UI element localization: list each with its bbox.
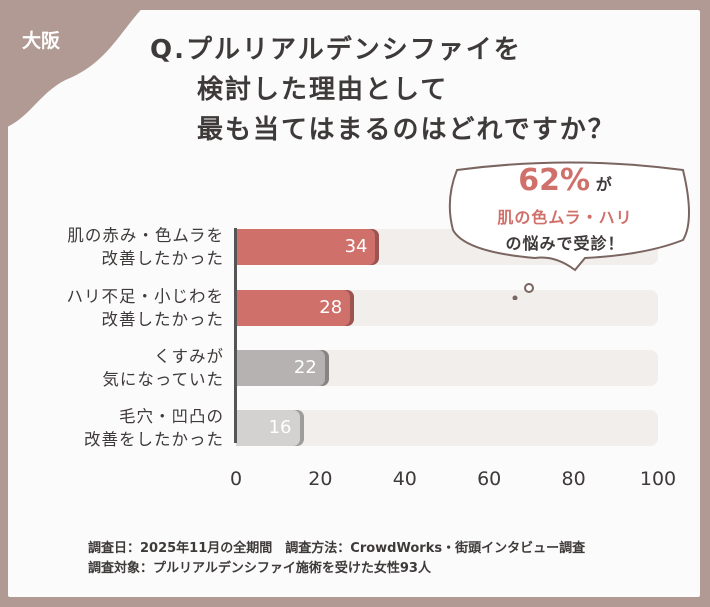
category-label-line: ハリ不足・小じわを [66,287,224,306]
region-badge-shape [0,0,150,130]
callout-suffix: が [595,175,612,194]
callout-line-1: 62% が [445,163,685,198]
category-label: ハリ不足・小じわを改善したかった [20,285,224,331]
category-label-line: 改善したかった [101,249,224,268]
x-tick-label: 20 [308,468,333,490]
bar-value-label: 16 [268,417,292,438]
x-tick-label: 100 [639,468,677,490]
category-label: くすみが気になっていた [20,345,224,391]
bar-value-label: 34 [344,236,368,257]
footer-line-2: 調査対象：プルリアルデンシファイ施術を受けた女性93人 [88,561,431,576]
category-label: 肌の赤み・色ムラを改善したかった [20,224,224,270]
question-title: Q.プルリアルデンシファイを 検討した理由として 最も当てはまるのはどれですか？ [150,30,616,150]
x-tick-label: 80 [561,468,586,490]
x-tick-label: 0 [229,468,243,490]
footer-line-1: 調査日：2025年11月の全期間 調査方法：CrowdWorks・街頭インタビュ… [88,541,586,556]
region-badge: 大阪 [22,30,61,52]
bar-track [236,410,658,446]
bar [236,290,355,326]
bar [236,229,380,265]
category-label: 毛穴・凹凸の改善をしたかった [20,405,224,451]
category-label-line: 毛穴・凹凸の [119,407,224,426]
bar [236,350,329,386]
title-line-1: Q.プルリアルデンシファイを [150,35,522,65]
title-line-3: 最も当てはまるのはどれですか？ [197,115,616,145]
callout-line-2: 肌の色ムラ・ハリ [497,208,633,227]
category-label-line: 気になっていた [102,370,224,389]
callout-line-3: の悩みで受診！ [505,234,625,253]
callout-percent: 62% [518,163,591,198]
category-label-line: くすみが [154,347,224,366]
category-label-line: 改善をしたかった [84,430,224,449]
category-label-line: 肌の赤み・色ムラを [67,226,224,245]
bar [236,410,304,446]
y-axis-line [234,228,237,443]
title-line-2: 検討した理由として [197,75,449,105]
category-label-line: 改善したかった [101,310,224,329]
callout-bubble [448,161,690,300]
bar-value-label: 28 [319,297,343,318]
bar-value-label: 22 [293,357,317,378]
x-tick-label: 40 [392,468,417,490]
x-tick-label: 60 [477,468,502,490]
